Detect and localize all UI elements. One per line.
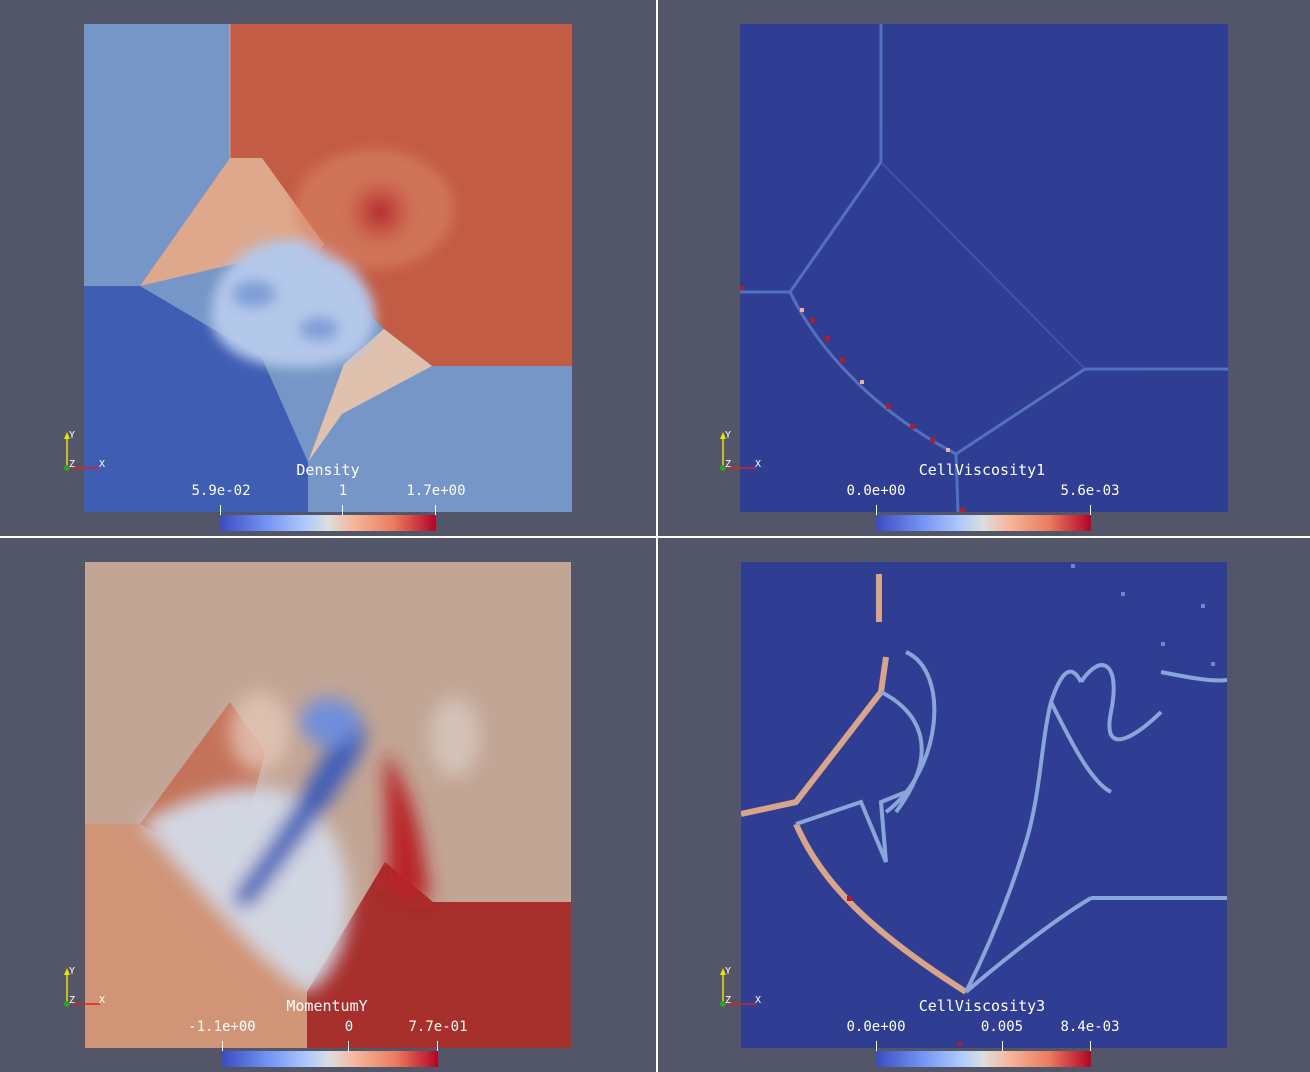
colorbar-max-label: 5.6e-03 xyxy=(1060,483,1120,499)
colorbar-mid-label: 0 xyxy=(344,1019,354,1035)
colorbar-tick xyxy=(222,1041,223,1051)
colorbar-mid-label: 1 xyxy=(338,483,348,499)
axis-z-label: Z xyxy=(69,459,76,470)
colorbar[interactable] xyxy=(220,515,436,531)
colorbar[interactable] xyxy=(222,1051,438,1067)
colorbar-tick xyxy=(876,1041,877,1051)
colorbar-tick xyxy=(1090,1041,1091,1051)
orientation-axes-icon xyxy=(720,968,756,1007)
axis-x-label: X xyxy=(755,459,762,470)
cellviscosity3-plot[interactable] xyxy=(741,562,1227,1048)
colorbar-max-label: 8.4e-03 xyxy=(1060,1019,1120,1035)
colorbar-min-label: 5.9e-02 xyxy=(191,483,251,499)
axis-x-label: X xyxy=(755,995,762,1006)
orientation-axes-icon xyxy=(64,432,100,471)
axis-x-label: X xyxy=(99,995,106,1006)
axis-x-label: X xyxy=(99,459,106,470)
colorbar-title: Density xyxy=(296,461,360,479)
axis-z-label: Z xyxy=(725,459,732,470)
cellviscosity1-plot[interactable] xyxy=(740,24,1228,512)
colorbar-tick xyxy=(437,1041,438,1051)
orientation-axes-icon xyxy=(64,968,100,1007)
orientation-axes-icon xyxy=(720,432,756,471)
colorbar-title: CellViscosity3 xyxy=(918,997,1046,1015)
view-cellviscosity1[interactable]: Y Z X CellViscosity1 0.0e+00 5.6e-03 xyxy=(656,0,1310,536)
axis-z-label: Z xyxy=(725,995,732,1006)
colorbar-min-label: -1.1e+00 xyxy=(188,1019,256,1035)
colorbar-tick xyxy=(876,505,877,515)
axis-y-label: Y xyxy=(69,966,76,977)
momentumy-plot[interactable] xyxy=(85,562,571,1048)
colorbar-min-label: 0.0e+00 xyxy=(846,483,906,499)
colorbar-title: MomentumY xyxy=(286,997,368,1015)
view-cellviscosity3[interactable]: Y Z X CellViscosity3 0.0e+00 0.005 8.4e-… xyxy=(656,538,1310,1072)
view-density[interactable]: Y Z X Density 5.9e-02 1 1.7e+00 xyxy=(0,0,656,536)
axis-y-label: Y xyxy=(725,966,732,977)
colorbar-mid-label: 0.005 xyxy=(980,1019,1024,1035)
horizontal-divider[interactable] xyxy=(0,536,1310,538)
colorbar-title: CellViscosity1 xyxy=(918,461,1046,479)
colorbar-tick xyxy=(435,505,436,515)
colorbar[interactable] xyxy=(876,1051,1091,1067)
colorbar[interactable] xyxy=(876,515,1091,531)
axis-y-label: Y xyxy=(69,430,76,441)
density-plot[interactable] xyxy=(84,24,572,512)
colorbar-tick xyxy=(1002,1041,1003,1051)
view-momentumy[interactable]: Y Z X MomentumY -1.1e+00 0 7.7e-01 xyxy=(0,538,656,1072)
colorbar-tick xyxy=(342,505,343,515)
colorbar-min-label: 0.0e+00 xyxy=(846,1019,906,1035)
colorbar-max-label: 7.7e-01 xyxy=(408,1019,468,1035)
colorbar-tick xyxy=(1090,505,1091,515)
axis-z-label: Z xyxy=(69,995,76,1006)
colorbar-max-label: 1.7e+00 xyxy=(406,483,466,499)
colorbar-tick xyxy=(220,505,221,515)
colorbar-tick xyxy=(348,1041,349,1051)
axis-y-label: Y xyxy=(725,430,732,441)
